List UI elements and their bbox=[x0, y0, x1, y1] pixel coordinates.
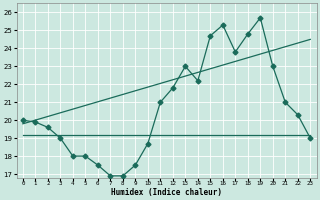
X-axis label: Humidex (Indice chaleur): Humidex (Indice chaleur) bbox=[111, 188, 222, 197]
